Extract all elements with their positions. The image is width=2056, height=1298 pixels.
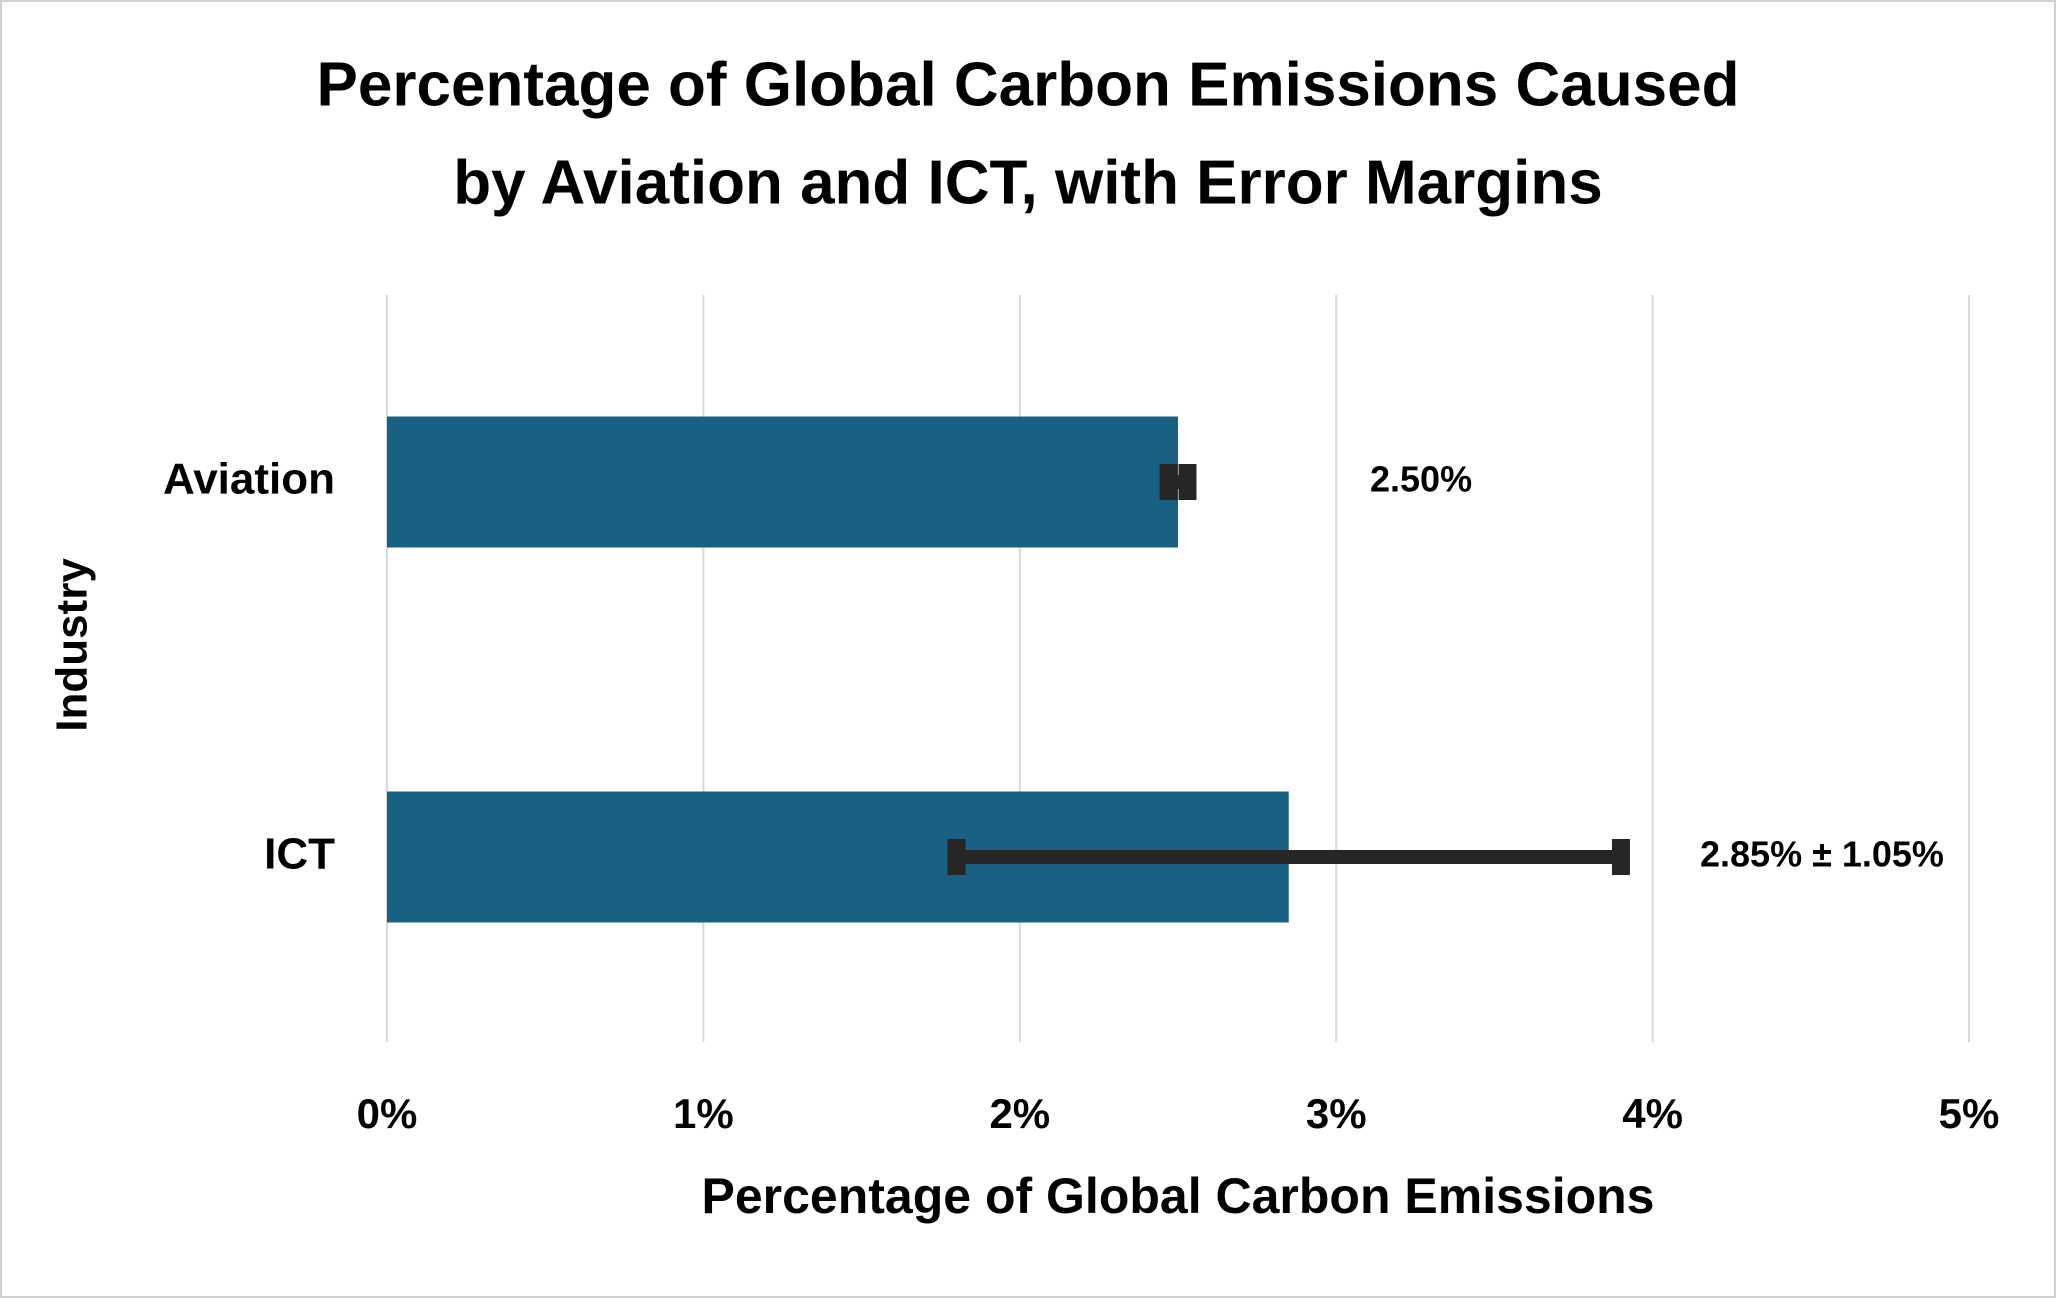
- x-tick-label: 0%: [357, 1090, 418, 1137]
- error-bar: [947, 839, 1630, 875]
- data-label: 2.85% ± 1.05%: [1700, 834, 1944, 875]
- x-tick-label: 5%: [1939, 1090, 2000, 1137]
- data-label: 2.50%: [1370, 459, 1472, 500]
- x-tick-label: 3%: [1306, 1090, 1367, 1137]
- error-bar-part: [947, 839, 966, 875]
- bar: [387, 416, 1178, 548]
- chart-title: Percentage of Global Carbon Emissions Ca…: [317, 50, 1740, 119]
- y-tick-label: ICT: [264, 830, 335, 879]
- error-bar-part: [1611, 839, 1630, 875]
- error-bar: [1159, 464, 1197, 500]
- chart-subtitle: by Aviation and ICT, with Error Margins: [453, 148, 1602, 217]
- y-axis-title: Industry: [48, 558, 97, 732]
- y-tick-label: Aviation: [163, 455, 335, 504]
- x-tick-label: 4%: [1622, 1090, 1683, 1137]
- x-tick-label: 1%: [673, 1090, 734, 1137]
- error-bar-part: [1159, 464, 1178, 500]
- x-tick-label: 2%: [989, 1090, 1050, 1137]
- error-bar-part: [1178, 464, 1197, 500]
- x-axis-title: Percentage of Global Carbon Emissions: [701, 1168, 1654, 1224]
